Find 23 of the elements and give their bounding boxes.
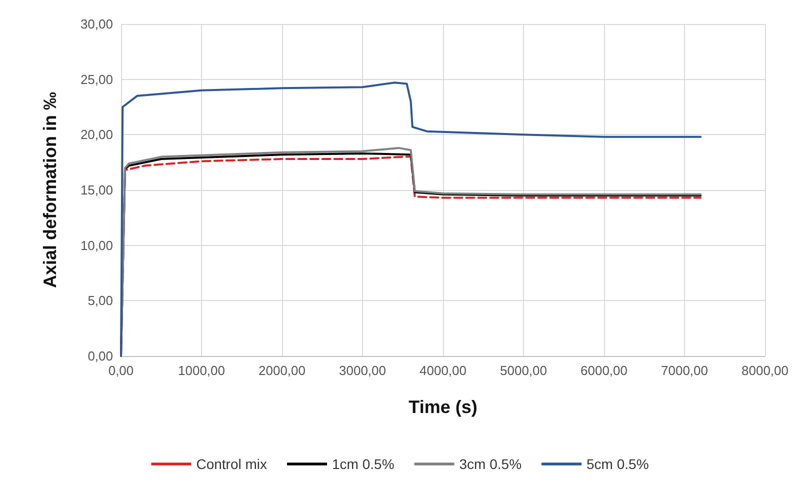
- x-tick-label: 4000,00: [420, 363, 466, 378]
- y-tick-label: 25,00: [80, 72, 113, 87]
- x-tick-label: 8000,00: [742, 363, 788, 378]
- line-series: [120, 82, 702, 357]
- x-axis-title: Time (s): [408, 397, 478, 417]
- y-tick-label: 10,00: [80, 238, 113, 253]
- x-tick-label: 0,00: [108, 363, 134, 378]
- legend-label: 3cm 0.5%: [459, 456, 522, 472]
- y-axis-title: Axial deformation in ‰: [40, 92, 60, 288]
- x-tick-label: 1000,00: [178, 363, 225, 378]
- y-tick-label: 0,00: [88, 348, 113, 364]
- x-tick-label: 7000,00: [661, 363, 708, 378]
- y-tick-label: 5,00: [88, 293, 113, 308]
- legend-label: Control mix: [196, 456, 268, 472]
- x-tick-label: 6000,00: [580, 363, 628, 378]
- y-tick-label: 30,00: [80, 16, 113, 32]
- legend-label: 5cm 0.5%: [586, 456, 649, 472]
- y-tick-label: 15,00: [80, 182, 113, 198]
- x-tick-label: 5000,00: [500, 363, 547, 378]
- x-tick-label: 2000,00: [258, 363, 306, 378]
- legend-label: 1cm 0.5%: [332, 456, 394, 472]
- x-tick-label: 3000,00: [339, 363, 386, 378]
- y-tick-label: 20,00: [80, 127, 113, 142]
